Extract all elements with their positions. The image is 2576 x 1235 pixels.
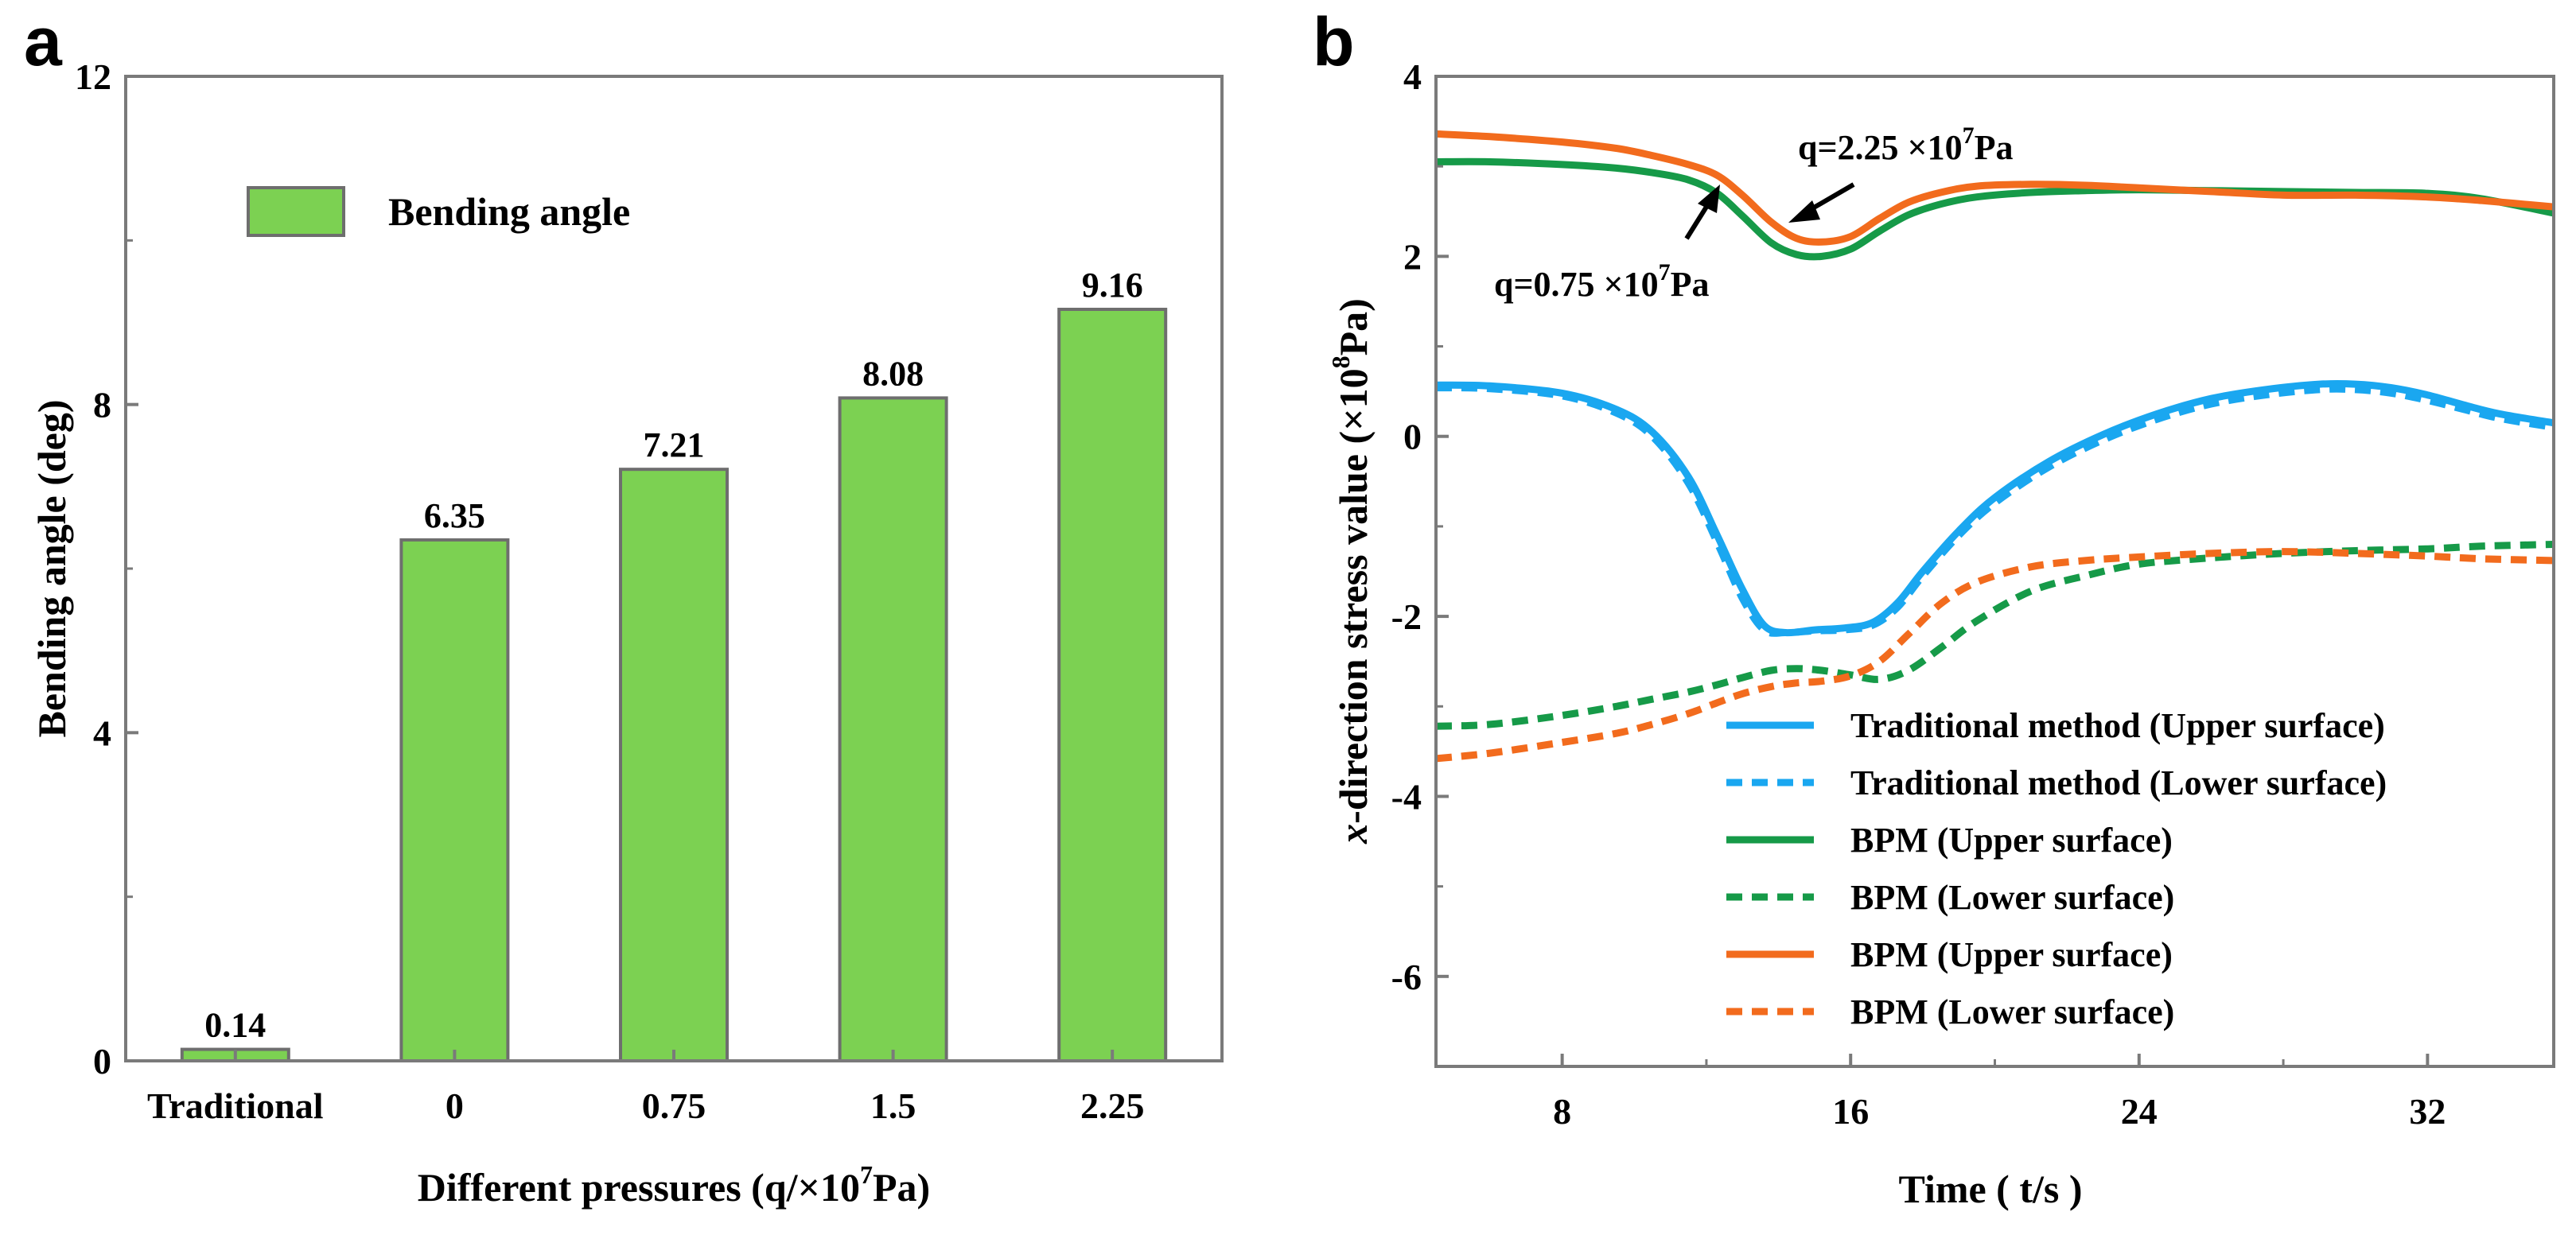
series-line-4 — [1436, 130, 2554, 246]
panel-label-b: b — [1313, 4, 1355, 80]
annotation-q-0-75: q=0.75 ×107Pa — [1494, 259, 1710, 304]
bar-0 — [399, 538, 510, 1062]
x-tick-label: 0.75 — [642, 1085, 706, 1126]
x-tick-label: 32 — [2409, 1091, 2446, 1132]
bar-1.5 — [838, 396, 948, 1062]
legend-label-0: Traditional method (Upper surface) — [1850, 706, 2385, 745]
y-tick-label: -2 — [1391, 596, 1422, 637]
line-series-group — [1436, 130, 2554, 763]
y-tick-label: 4 — [1403, 56, 1422, 97]
series-line-5 — [1436, 548, 2554, 763]
x-tick-label: 1.5 — [870, 1085, 916, 1126]
y-axis-title: Bending angle (deg) — [29, 399, 74, 737]
y-axis-ticks: -6 -4 -2 0 2 4 — [1391, 56, 1449, 1068]
legend-label-1: Traditional method (Lower surface) — [1850, 763, 2387, 802]
y-tick-label: 0 — [1403, 417, 1422, 457]
annotations: q=2.25 ×107Pa q=0.75 ×107Pa — [1494, 122, 2014, 304]
x-tick-label: 2.25 — [1080, 1085, 1145, 1126]
legend: Bending angle — [247, 186, 630, 237]
x-tick-label: 0 — [446, 1085, 464, 1126]
legend-label-2: BPM (Upper surface) — [1850, 821, 2173, 860]
y-tick-label: 8 — [93, 385, 111, 425]
y-tick-label: -6 — [1391, 957, 1422, 997]
legend-label-4: BPM (Upper surface) — [1850, 935, 2173, 974]
y-tick-label: -4 — [1391, 776, 1422, 817]
bar-value-label: 0.14 — [204, 1006, 266, 1045]
bar-0.75 — [619, 468, 729, 1062]
annotation-q-2-25: q=2.25 ×107Pa — [1798, 122, 2014, 167]
legend-label-3: BPM (Lower surface) — [1850, 878, 2174, 917]
annotation-arrowhead-q-2-25 — [1788, 200, 1820, 223]
bar-chart-panel: a 0.14 6.35 7.21 8.08 9.16 0 4 8 12 Traditional… — [24, 4, 1224, 1210]
y-tick-label: 2 — [1403, 236, 1422, 277]
legend-label-bending-angle: Bending angle — [388, 189, 630, 234]
bar-2.25 — [1057, 307, 1168, 1062]
bar-value-label: 8.08 — [862, 354, 924, 393]
series-line-1 — [1436, 384, 2554, 637]
bar-value-label: 6.35 — [424, 496, 485, 535]
series-line-2 — [1436, 157, 2554, 261]
y-tick-label: 0 — [93, 1041, 111, 1082]
x-axis-ticks: Traditional 0 0.75 1.5 2.25 — [147, 1050, 1144, 1126]
y-axis-title: x-direction stress value (×108Pa) — [1326, 298, 1376, 845]
x-tick-label: Traditional — [147, 1085, 324, 1126]
bar-value-label: 7.21 — [644, 425, 705, 464]
x-tick-label: 16 — [1832, 1091, 1869, 1132]
x-tick-label: 24 — [2121, 1091, 2158, 1132]
legend-label-5: BPM (Lower surface) — [1850, 992, 2174, 1031]
series-line-0 — [1436, 379, 2554, 637]
y-tick-label: 12 — [75, 56, 111, 97]
plot-frame — [1434, 75, 2555, 1068]
y-tick-label: 4 — [93, 713, 111, 753]
legend-swatch-bending-angle — [247, 186, 345, 237]
legend: Traditional method (Upper surface) Tradit… — [1726, 706, 2387, 1031]
y-axis-ticks: 0 4 8 12 — [75, 56, 138, 1082]
series-line-3 — [1436, 541, 2554, 730]
x-tick-label: 8 — [1553, 1091, 1571, 1132]
bar-value-labels: 0.14 6.35 7.21 8.08 9.16 — [204, 266, 1142, 1045]
bar-series — [180, 307, 1168, 1062]
x-axis-ticks: 8 16 24 32 — [1553, 1054, 2446, 1132]
x-axis-title: Different pressures (q/×107Pa) — [418, 1160, 930, 1210]
x-axis-title: Time ( t/s ) — [1899, 1167, 2083, 1211]
panel-label-a: a — [24, 4, 63, 80]
bar-value-label: 9.16 — [1082, 266, 1143, 305]
annotation-arrowhead-q-0-75 — [1698, 184, 1720, 213]
